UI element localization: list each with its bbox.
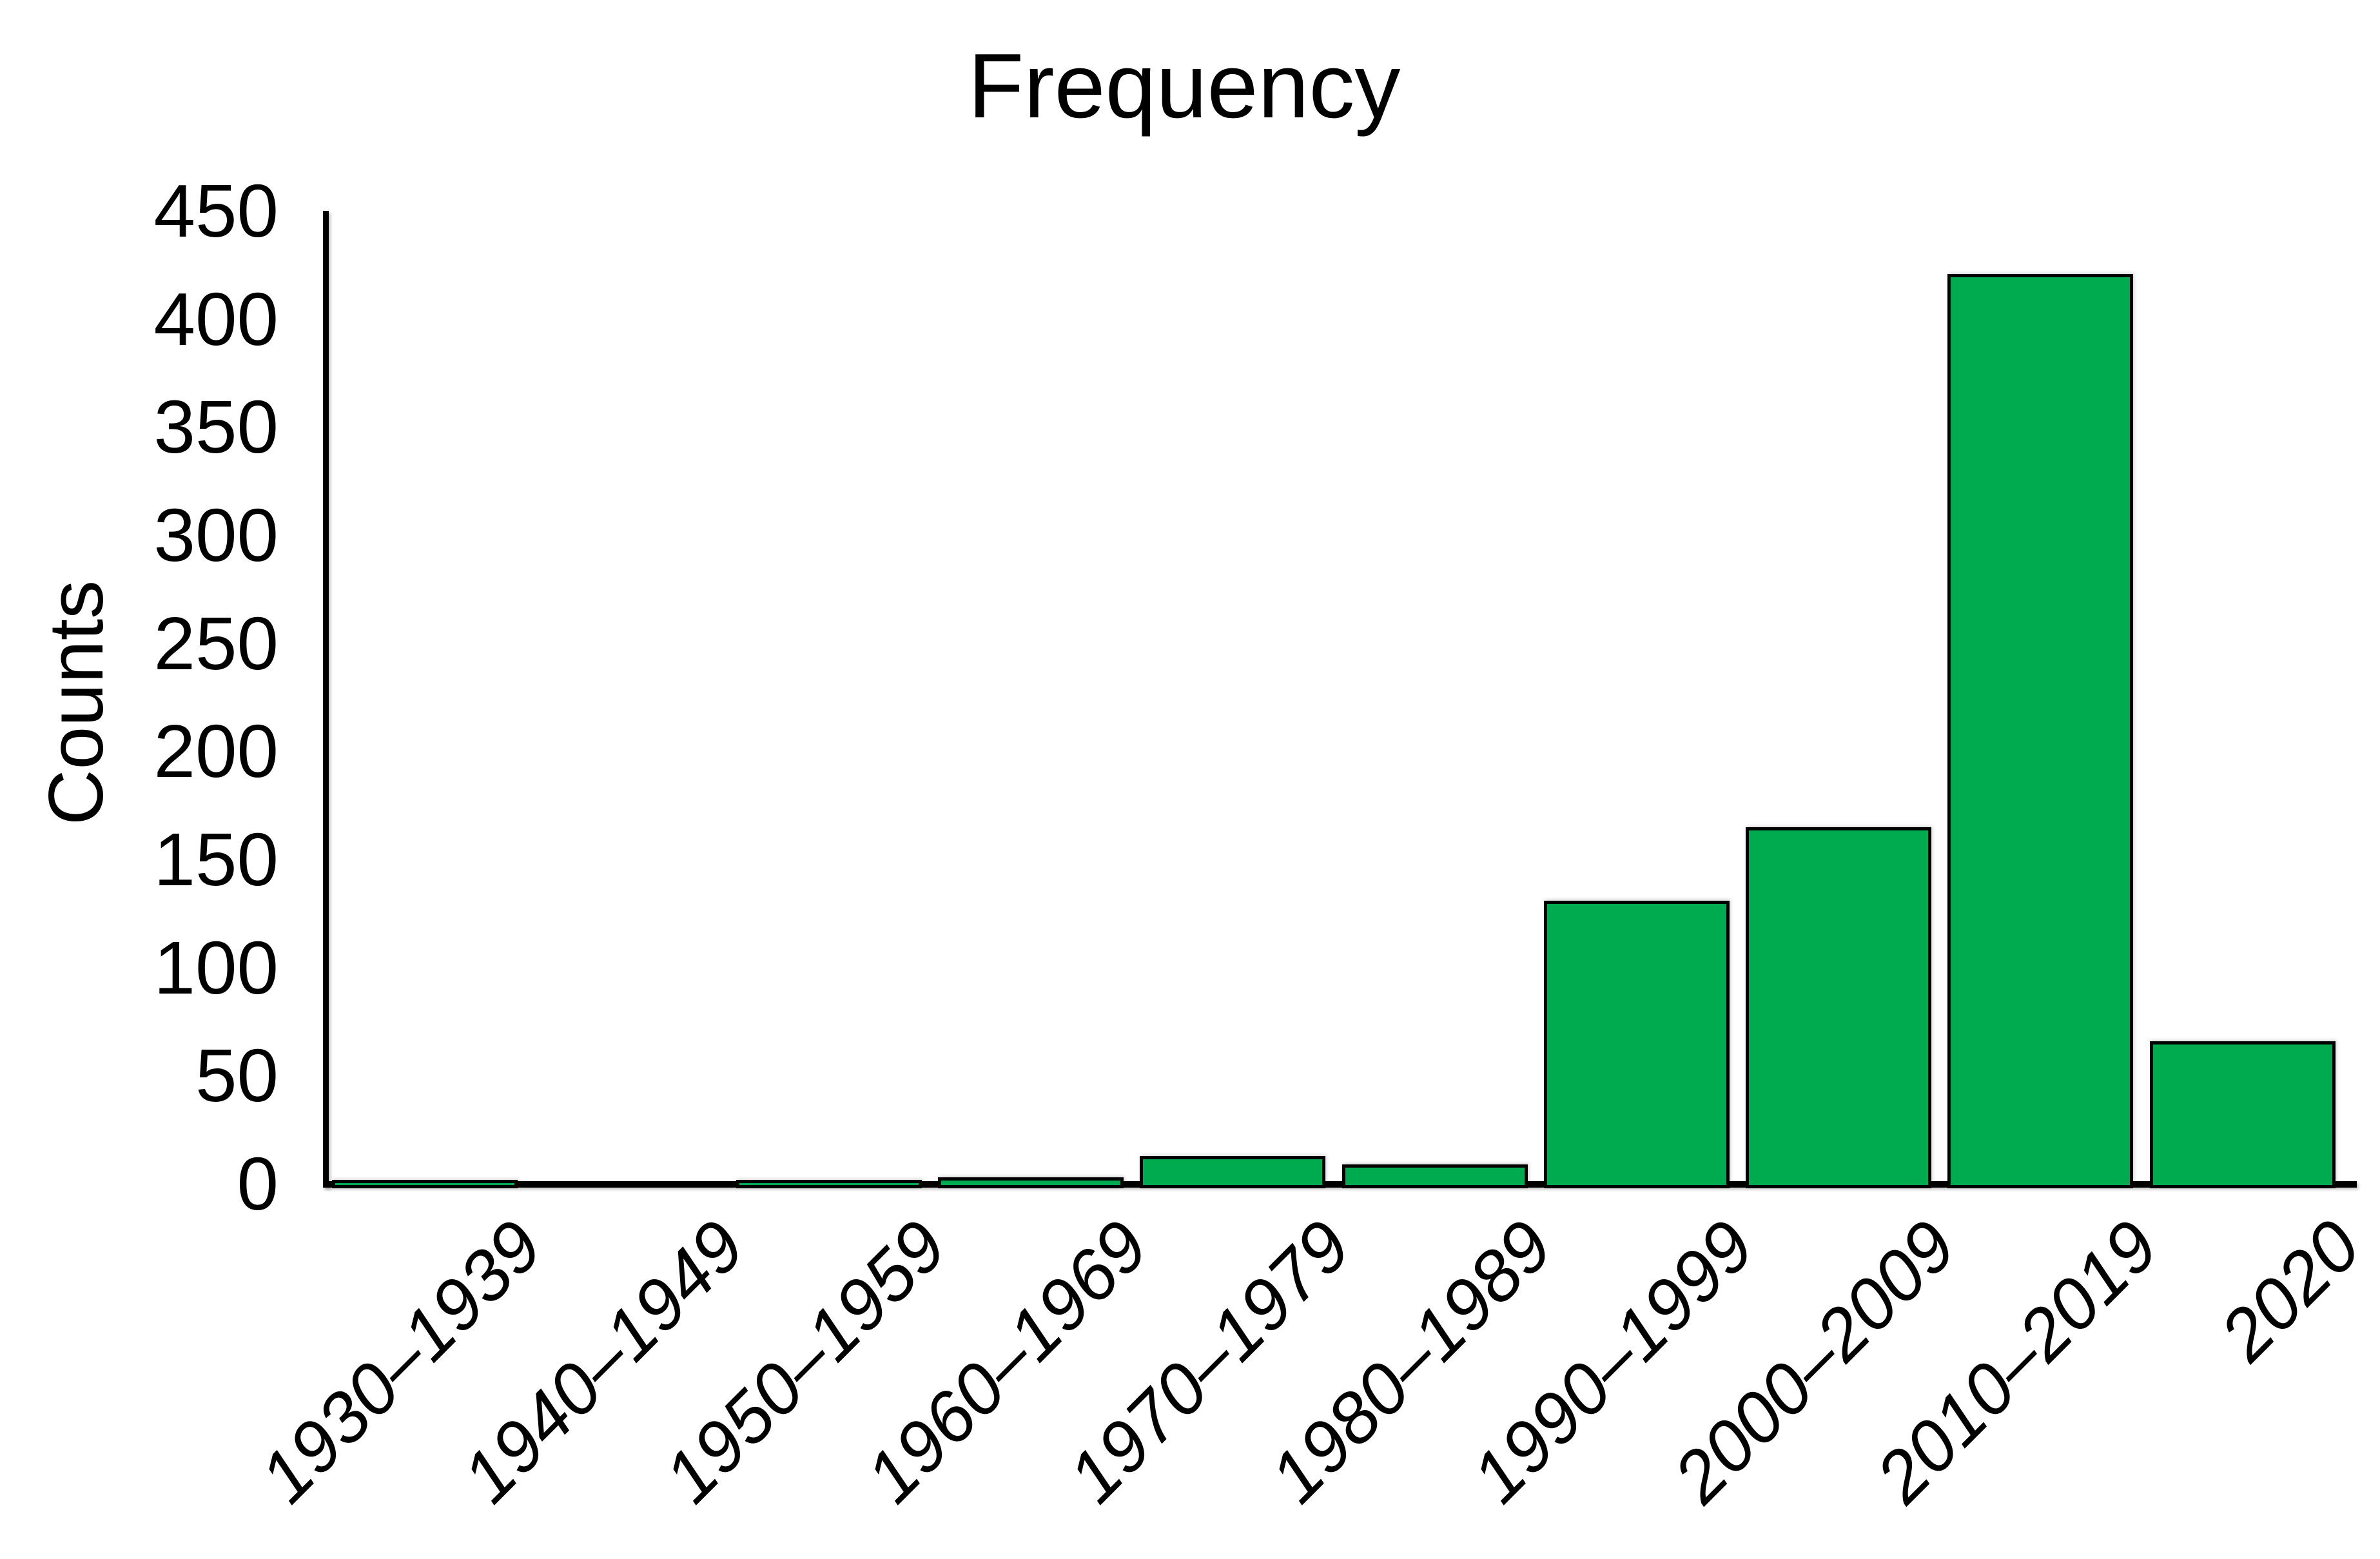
bar-2020 (2149, 1041, 2336, 1188)
bar-1960–1969 (937, 1177, 1124, 1188)
y-tick-label-200: 200 (153, 709, 278, 794)
y-axis-line (323, 211, 329, 1188)
y-tick-label-150: 150 (153, 818, 278, 901)
bar-2000–2009 (1746, 827, 1932, 1188)
y-tick-label-450: 450 (153, 169, 278, 253)
y-tick-label-250: 250 (153, 601, 278, 685)
x-tick-label: 2020 (2204, 1205, 2375, 1376)
bar-1930–1939 (332, 1179, 518, 1188)
x-axis-line (323, 1181, 2357, 1188)
y-tick-label-100: 100 (153, 925, 278, 1010)
chart-title: Frequency (968, 35, 1401, 137)
y-tick-label-400: 400 (153, 277, 278, 361)
y-tick-label-0: 0 (237, 1142, 278, 1226)
bar-1950–1959 (736, 1179, 922, 1188)
bar-1990–1999 (1543, 901, 1730, 1188)
y-tick-label-350: 350 (153, 385, 278, 469)
bar-1970–1979 (1140, 1155, 1326, 1188)
bar-2010–2019 (1947, 273, 2134, 1188)
bar-1980–1989 (1341, 1164, 1528, 1188)
y-tick-label-300: 300 (153, 493, 278, 577)
y-tick-label-50: 50 (195, 1034, 278, 1118)
